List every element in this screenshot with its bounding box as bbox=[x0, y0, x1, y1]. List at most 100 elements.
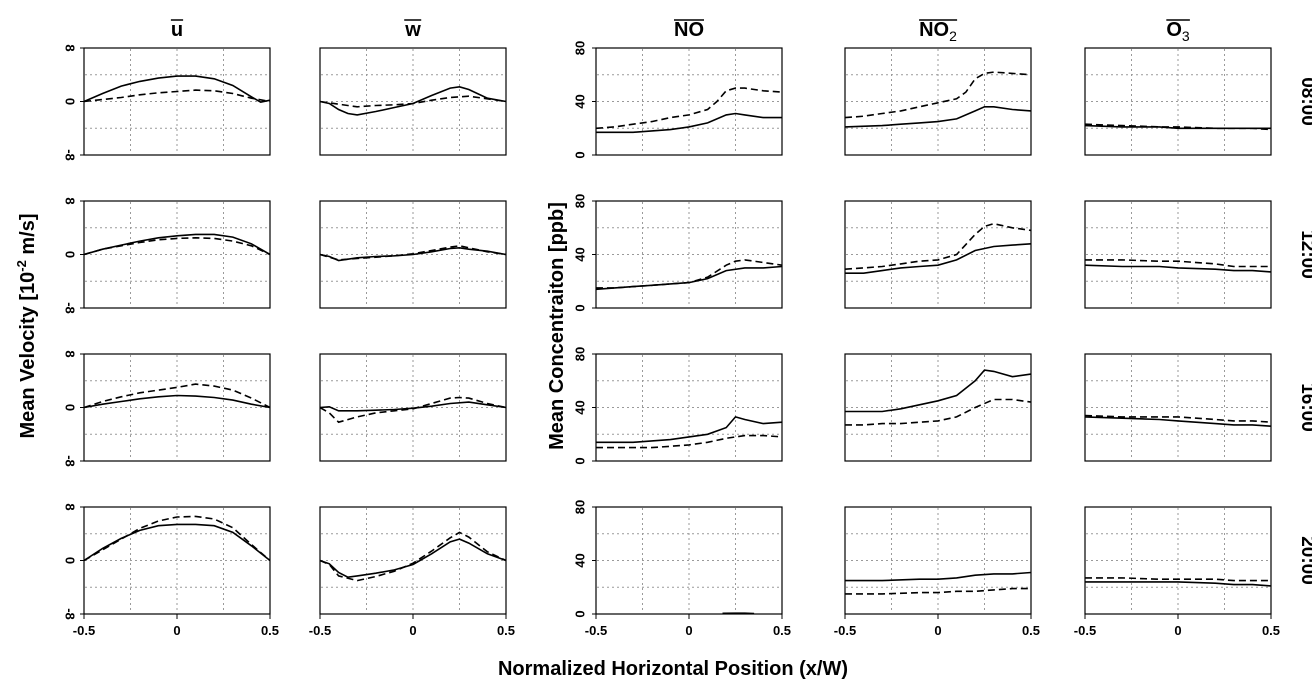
y-tick-label: 8 bbox=[63, 44, 78, 51]
panel-frame bbox=[319, 506, 507, 619]
panel-frame bbox=[1084, 353, 1272, 462]
panel-frame bbox=[80, 47, 271, 156]
x-tick-label: 0.5 bbox=[1262, 623, 1280, 638]
y-tick-label: 80 bbox=[573, 347, 588, 361]
series-line-dashed bbox=[83, 236, 271, 256]
row-label: 12:00 bbox=[1297, 230, 1312, 279]
series-line-dashed bbox=[1084, 414, 1272, 423]
series-line-solid bbox=[596, 112, 782, 134]
x-tick-label: -0.5 bbox=[309, 623, 331, 638]
y-tick-label: 40 bbox=[573, 94, 588, 108]
y-tick-label: 8 bbox=[63, 503, 78, 510]
y-tick-label: 80 bbox=[573, 41, 588, 55]
series-layer bbox=[83, 71, 1272, 615]
y-tick-label: 0 bbox=[573, 151, 588, 158]
series-line-solid bbox=[83, 233, 271, 256]
column-title: w bbox=[404, 19, 421, 41]
x-tick-label: 0.5 bbox=[773, 623, 791, 638]
series-line-solid bbox=[1085, 581, 1272, 587]
labels-layer: Normalized Horizontal Position (x/W) Mea… bbox=[14, 19, 1312, 680]
y-axis-label-velocity: Mean Velocity [10-2 m/s] bbox=[14, 214, 39, 439]
y-tick-label: 8 bbox=[63, 197, 78, 204]
column-title: NO2 bbox=[919, 19, 957, 44]
row-label: 16:00 bbox=[1297, 383, 1312, 432]
panel-frame bbox=[80, 200, 271, 309]
y-tick-label: 0 bbox=[63, 404, 78, 411]
series-line-dashed bbox=[595, 87, 783, 130]
panel-frame bbox=[844, 200, 1032, 309]
y-tick-label: 8 bbox=[63, 350, 78, 357]
y-tick-label: 40 bbox=[573, 400, 588, 414]
series-line-dashed bbox=[83, 89, 271, 103]
x-tick-label: 0.5 bbox=[1022, 623, 1040, 638]
y-tick-label: 0 bbox=[573, 610, 588, 617]
x-tick-label: 0.5 bbox=[497, 623, 515, 638]
panel-frame bbox=[80, 353, 271, 462]
panel-frame bbox=[592, 353, 783, 462]
series-line-solid bbox=[845, 243, 1032, 275]
row-label: 20:00 bbox=[1297, 536, 1312, 585]
series-line-dashed bbox=[1085, 577, 1271, 582]
x-tick-label: 0 bbox=[685, 623, 692, 638]
x-tick-label: -0.5 bbox=[585, 623, 607, 638]
y-tick-label: -8 bbox=[63, 455, 78, 467]
column-title: NO bbox=[674, 19, 704, 41]
series-line-solid bbox=[319, 85, 507, 116]
panel-frame bbox=[319, 47, 507, 156]
x-axis-label: Normalized Horizontal Position (x/W) bbox=[498, 658, 848, 680]
panel-frame bbox=[844, 353, 1032, 462]
y-tick-label: -8 bbox=[63, 149, 78, 161]
y-tick-label: 80 bbox=[573, 500, 588, 514]
series-line-dashed bbox=[319, 244, 507, 261]
y-tick-label: -8 bbox=[63, 302, 78, 314]
series-line-dashed bbox=[1085, 259, 1271, 268]
series-line-solid bbox=[83, 394, 271, 409]
y-tick-label: 0 bbox=[573, 304, 588, 311]
panel-frame bbox=[592, 200, 783, 309]
x-tick-label: 0 bbox=[1174, 623, 1181, 638]
series-line-dashed bbox=[83, 383, 271, 409]
series-line-solid bbox=[319, 401, 507, 412]
series-line-solid bbox=[845, 571, 1032, 582]
series-line-solid bbox=[596, 415, 783, 444]
x-tick-label: 0 bbox=[173, 623, 180, 638]
series-line-dashed bbox=[319, 396, 507, 424]
column-title: O3 bbox=[1166, 19, 1190, 44]
panel-frame bbox=[844, 47, 1032, 156]
x-tick-label: 0 bbox=[409, 623, 416, 638]
panel-frame bbox=[1084, 200, 1272, 309]
y-axis-label-concentration: Mean Concentraiton [ppb] bbox=[546, 202, 568, 450]
y-tick-label: 0 bbox=[573, 457, 588, 464]
series-line-dashed bbox=[596, 434, 783, 449]
y-tick-label: 80 bbox=[573, 194, 588, 208]
series-line-dashed bbox=[844, 222, 1032, 270]
series-line-dashed bbox=[319, 531, 507, 582]
y-tick-label: 40 bbox=[573, 247, 588, 261]
series-line-solid bbox=[1084, 264, 1272, 273]
series-line-dashed bbox=[319, 95, 507, 108]
y-tick-label: 0 bbox=[63, 251, 78, 258]
series-line-dashed bbox=[845, 398, 1032, 426]
x-tick-label: -0.5 bbox=[1074, 623, 1096, 638]
column-title: u bbox=[171, 19, 183, 41]
series-line-solid bbox=[844, 106, 1032, 128]
panel-grid-layer bbox=[80, 47, 1272, 619]
panel-frame bbox=[592, 506, 783, 619]
y-tick-label: -8 bbox=[63, 608, 78, 620]
x-tick-label: 0.5 bbox=[261, 623, 279, 638]
y-tick-label: 0 bbox=[63, 98, 78, 105]
panel-frame bbox=[844, 506, 1032, 619]
series-line-solid bbox=[1084, 416, 1272, 427]
panel-frame bbox=[1084, 47, 1272, 156]
x-tick-label: 0 bbox=[934, 623, 941, 638]
series-line-solid bbox=[845, 369, 1032, 413]
series-line-dashed bbox=[83, 515, 271, 562]
x-tick-label: -0.5 bbox=[73, 623, 95, 638]
series-line-dashed bbox=[844, 71, 1032, 119]
row-label: 08:00 bbox=[1297, 77, 1312, 126]
series-line-dashed bbox=[845, 587, 1031, 595]
panel-frame bbox=[592, 47, 783, 156]
y-tick-label: 40 bbox=[573, 553, 588, 567]
y-tick-label: 0 bbox=[63, 557, 78, 564]
